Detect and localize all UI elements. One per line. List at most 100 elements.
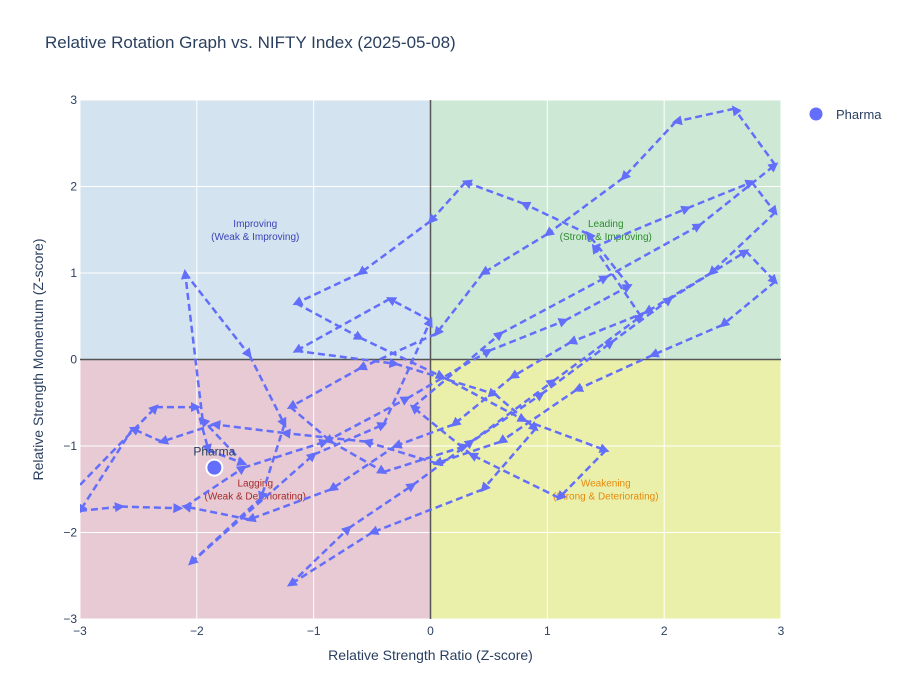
current-point-label: Pharma <box>193 445 235 459</box>
trail-arrow <box>383 443 470 474</box>
trail-arrow <box>520 201 589 236</box>
trail-arrow <box>208 449 248 466</box>
trail-arrow <box>620 120 677 181</box>
trail-arrow <box>286 367 362 410</box>
trail-arrow <box>292 271 361 306</box>
trail-arrow <box>433 272 485 337</box>
quadrant-sublabel-leading: (Strong & Improving) <box>560 232 652 243</box>
trail-arrow <box>357 220 432 276</box>
x-tick-label: 1 <box>544 624 551 638</box>
trail-arrow <box>295 302 364 340</box>
trail-arrow <box>248 354 287 428</box>
trail-arrow <box>605 223 703 279</box>
trail-arrow <box>289 525 352 586</box>
trail-arrow <box>348 482 417 530</box>
tick-layer: −3 −2 −1 0 1 2 3 −3 −2 −1 0 1 2 3 <box>63 93 784 638</box>
y-tick-label: 1 <box>70 266 77 280</box>
trail-arrow <box>719 280 776 328</box>
point-layer: Pharma <box>193 445 236 477</box>
trail-arrow <box>330 440 388 474</box>
trail-arrow <box>286 531 373 587</box>
trail-arrow <box>289 406 335 445</box>
quadrant-leading <box>430 100 781 360</box>
trail-arrow <box>80 404 159 486</box>
trail-arrow <box>280 428 367 443</box>
trail-arrow <box>556 449 607 501</box>
trail-arrow <box>386 297 432 322</box>
quadrant-lagging <box>80 359 431 619</box>
trail-arrow <box>500 275 610 335</box>
trail-arrow <box>243 438 330 469</box>
quadrant-label-layer: Improving (Weak & Improving) Leading (Stron… <box>204 219 658 503</box>
trail-arrow <box>572 354 654 392</box>
x-tick-label: 0 <box>427 624 434 638</box>
legend-label-pharma: Pharma <box>836 107 882 122</box>
trail-arrow <box>395 362 499 398</box>
trail-arrow <box>497 388 578 444</box>
trail-arrow <box>432 440 501 467</box>
trail-arrow <box>488 318 569 353</box>
trail-arrow <box>523 418 610 453</box>
trail-arrow <box>508 341 572 379</box>
trail-arrow <box>210 420 285 435</box>
trail-arrow <box>610 296 674 344</box>
trail-arrow <box>327 444 397 492</box>
trail-arrow <box>295 349 400 369</box>
y-tick-label: −1 <box>63 439 77 453</box>
x-tick-label: 3 <box>778 624 785 638</box>
trail-arrow <box>698 162 779 227</box>
y-tick-label: −3 <box>63 612 77 626</box>
trail-arrow <box>687 179 756 210</box>
trail-arrow <box>467 452 560 500</box>
quadrant-sublabel-weakening: (Strong & Deteriorating) <box>553 491 659 502</box>
trail-arrow <box>745 250 778 285</box>
trail-arrow <box>184 272 252 359</box>
trail-arrow <box>412 330 504 409</box>
quadrant-improving <box>80 100 431 360</box>
current-point-pharma <box>205 458 224 477</box>
quadrant-label-weakening: Weakening <box>581 478 631 489</box>
trail-arrow <box>80 428 134 515</box>
trail-arrow <box>180 269 204 421</box>
quadrant-label-improving: Improving <box>233 219 277 230</box>
trail-arrow <box>479 233 548 276</box>
y-axis-label: Relative Strength Momentum (Z-score) <box>30 239 46 481</box>
trail-arrow <box>464 391 545 448</box>
x-tick-label: −2 <box>190 624 204 638</box>
quadrant-sublabel-lagging: (Weak & Deteriorating) <box>204 491 306 502</box>
x-tick-label: 2 <box>661 624 668 638</box>
trail-arrow <box>128 426 163 443</box>
trail-arrow <box>356 332 437 371</box>
trail-arrow <box>324 396 411 443</box>
x-tick-label: −1 <box>307 624 321 638</box>
trail-arrow <box>184 465 247 508</box>
trail-arrow <box>566 310 648 345</box>
legend[interactable]: Pharma <box>809 107 883 122</box>
trail-arrow <box>80 502 125 513</box>
chart-title: Relative Rotation Graph vs. NIFTY Index … <box>45 33 456 52</box>
quadrant-sublabel-improving: (Weak & Improving) <box>211 232 299 243</box>
trail-arrow <box>544 176 625 237</box>
y-tick-label: 2 <box>70 180 77 194</box>
y-tick-label: −2 <box>63 526 77 540</box>
trail-arrow <box>731 105 777 166</box>
trail-arrow <box>593 205 692 249</box>
trail-arrow <box>591 243 642 317</box>
y-tick-label: 3 <box>70 93 77 107</box>
trail-arrow <box>669 249 750 301</box>
trail-arrow <box>441 375 528 422</box>
x-axis-label: Relative Strength Ratio (Z-score) <box>328 647 533 663</box>
trail-arrow <box>540 339 615 396</box>
trail-arrow <box>585 230 631 287</box>
trail-arrow <box>480 427 537 493</box>
x-tick-label: −3 <box>73 624 87 638</box>
trail-arrow <box>359 336 446 379</box>
quadrant-label-leading: Leading <box>588 219 624 230</box>
trail-arrow <box>707 211 777 276</box>
trail-arrow <box>750 181 778 216</box>
trail-arrow <box>382 316 433 425</box>
quadrant-label-lagging: Lagging <box>237 478 273 489</box>
trail-arrow <box>368 488 484 535</box>
